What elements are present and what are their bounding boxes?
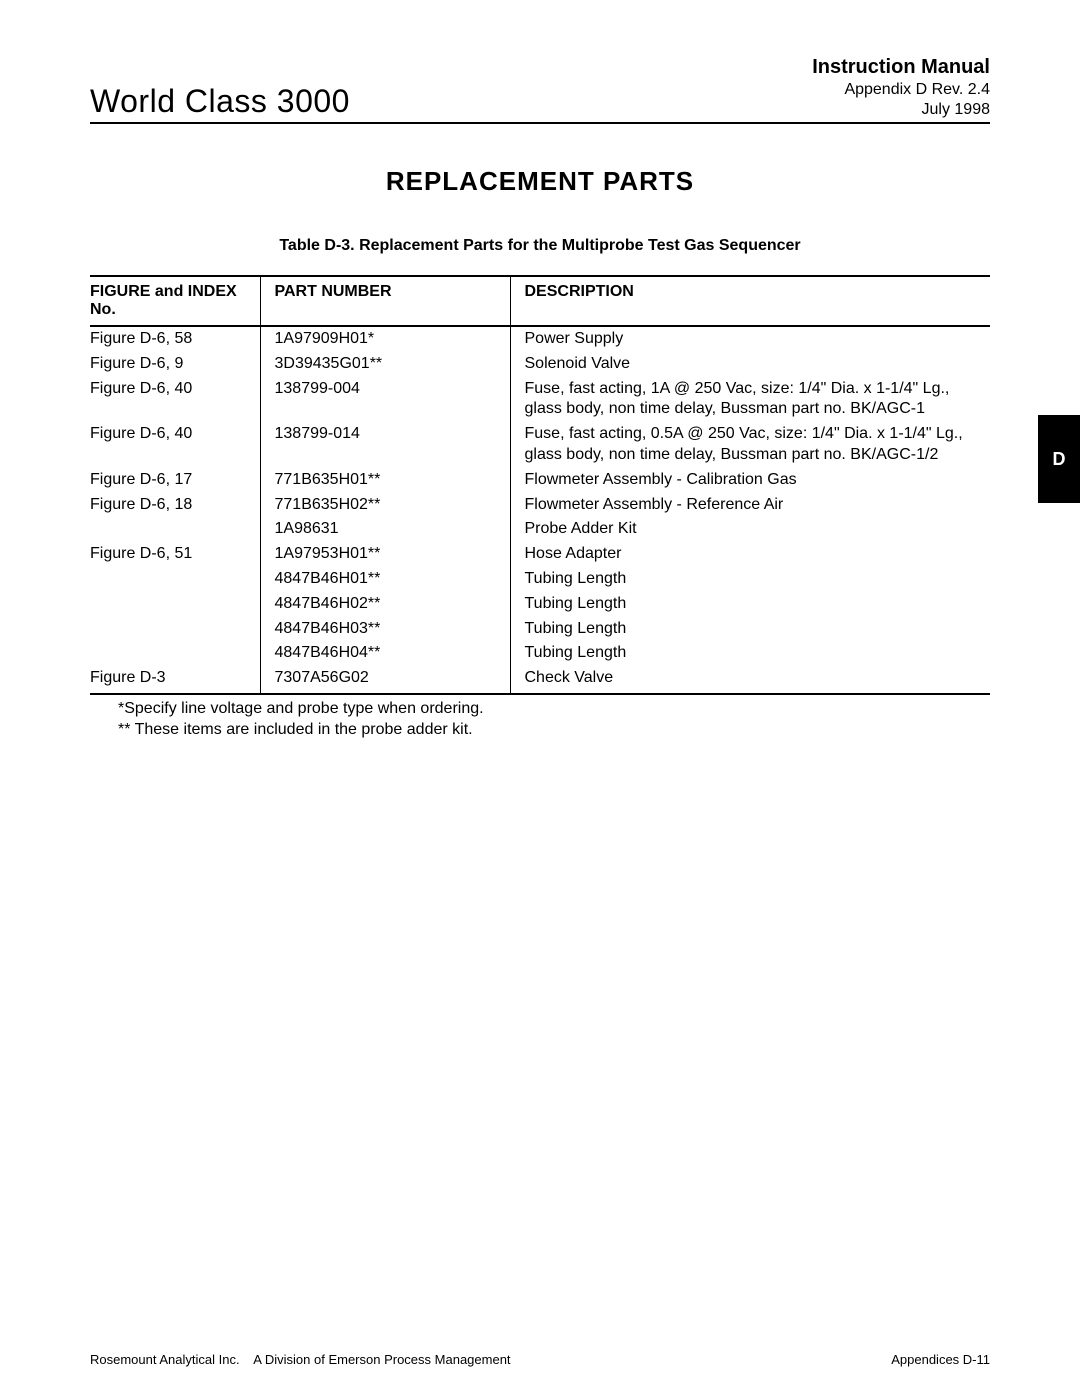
cell-figure-index [90,592,260,617]
cell-figure-index [90,567,260,592]
header-date: July 1998 [812,100,990,120]
cell-part-number: 3D39435G01** [260,352,510,377]
table-row: Figure D-6, 18771B635H02**Flowmeter Asse… [90,493,990,518]
page-footer: Rosemount Analytical Inc. A Division of … [90,1352,990,1367]
cell-description: Tubing Length [510,641,990,666]
table-row: Figure D-6, 93D39435G01**Solenoid Valve [90,352,990,377]
footnote-double-star: ** These items are included in the probe… [90,720,990,741]
cell-figure-index: Figure D-6, 17 [90,468,260,493]
cell-figure-index [90,617,260,642]
cell-part-number: 4847B46H04** [260,641,510,666]
cell-description: Tubing Length [510,592,990,617]
cell-figure-index: Figure D-6, 51 [90,542,260,567]
cell-part-number: 4847B46H01** [260,567,510,592]
table-row: Figure D-6, 40138799-014Fuse, fast actin… [90,422,990,468]
cell-description: Flowmeter Assembly - Calibration Gas [510,468,990,493]
cell-description: Fuse, fast acting, 1A @ 250 Vac, size: 1… [510,377,990,423]
product-name: World Class 3000 [90,83,350,120]
cell-part-number: 138799-014 [260,422,510,468]
cell-figure-index [90,517,260,542]
appendix-rev: Appendix D Rev. 2.4 [812,80,990,100]
cell-part-number: 1A97909H01* [260,326,510,352]
cell-description: Flowmeter Assembly - Reference Air [510,493,990,518]
cell-part-number: 138799-004 [260,377,510,423]
table-row: 4847B46H02**Tubing Length [90,592,990,617]
cell-figure-index: Figure D-6, 18 [90,493,260,518]
th-description: DESCRIPTION [510,276,990,326]
cell-figure-index [90,641,260,666]
document-page: World Class 3000 Instruction Manual Appe… [0,0,1080,1397]
table-row: Figure D-6, 40138799-004Fuse, fast actin… [90,377,990,423]
footnote-single-star: *Specify line voltage and probe type whe… [90,699,990,720]
table-row: 4847B46H04**Tubing Length [90,641,990,666]
th-figure-index: FIGURE and INDEX No. [90,276,260,326]
section-title: REPLACEMENT PARTS [90,166,990,197]
table-header-row: FIGURE and INDEX No. PART NUMBER DESCRIP… [90,276,990,326]
cell-figure-index: Figure D-6, 58 [90,326,260,352]
cell-description: Tubing Length [510,567,990,592]
cell-description: Hose Adapter [510,542,990,567]
table-caption: Table D-3. Replacement Parts for the Mul… [90,237,990,255]
table-row: 4847B46H01**Tubing Length [90,567,990,592]
th-part-number: PART NUMBER [260,276,510,326]
cell-description: Tubing Length [510,617,990,642]
cell-description: Probe Adder Kit [510,517,990,542]
cell-part-number: 1A97953H01** [260,542,510,567]
cell-part-number: 1A98631 [260,517,510,542]
cell-figure-index: Figure D-6, 40 [90,422,260,468]
table-row: Figure D-6, 17771B635H01**Flowmeter Asse… [90,468,990,493]
replacement-parts-table: FIGURE and INDEX No. PART NUMBER DESCRIP… [90,275,990,695]
cell-description: Fuse, fast acting, 0.5A @ 250 Vac, size:… [510,422,990,468]
page-header: World Class 3000 Instruction Manual Appe… [90,55,990,124]
cell-figure-index: Figure D-6, 9 [90,352,260,377]
manual-title: Instruction Manual [812,55,990,80]
cell-description: Power Supply [510,326,990,352]
cell-description: Solenoid Valve [510,352,990,377]
table-row: Figure D-6, 511A97953H01**Hose Adapter [90,542,990,567]
cell-part-number: 4847B46H03** [260,617,510,642]
table-row: Figure D-6, 581A97909H01*Power Supply [90,326,990,352]
table-row: 1A98631Probe Adder Kit [90,517,990,542]
cell-part-number: 771B635H02** [260,493,510,518]
footer-left: Rosemount Analytical Inc. A Division of … [90,1352,511,1367]
section-side-tab: D [1038,415,1080,503]
table-row: Figure D-37307A56G02Check Valve [90,666,990,694]
cell-part-number: 7307A56G02 [260,666,510,694]
table-footnotes: *Specify line voltage and probe type whe… [90,699,990,741]
cell-description: Check Valve [510,666,990,694]
table-row: 4847B46H03**Tubing Length [90,617,990,642]
cell-part-number: 4847B46H02** [260,592,510,617]
footer-right: Appendices D-11 [891,1352,990,1367]
cell-part-number: 771B635H01** [260,468,510,493]
cell-figure-index: Figure D-3 [90,666,260,694]
header-right-block: Instruction Manual Appendix D Rev. 2.4 J… [812,55,990,120]
cell-figure-index: Figure D-6, 40 [90,377,260,423]
